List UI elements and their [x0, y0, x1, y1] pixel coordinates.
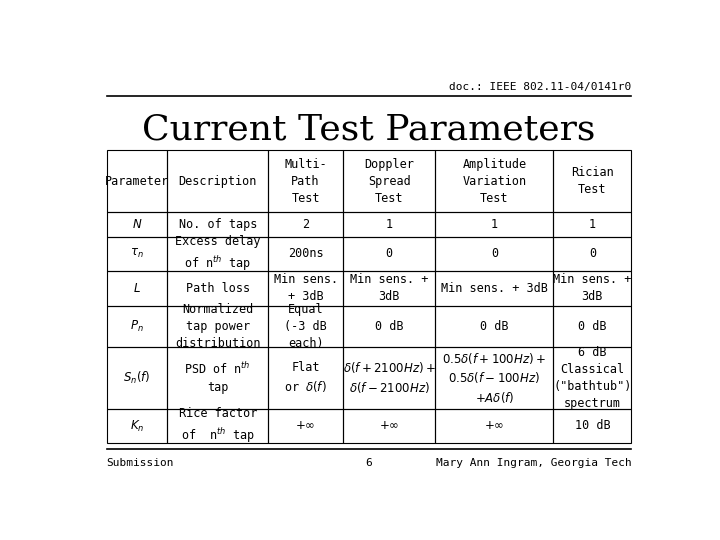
Bar	[554, 150, 631, 212]
Bar	[343, 409, 436, 443]
Bar	[268, 347, 343, 409]
Text: Multi-
Path
Test: Multi- Path Test	[284, 158, 327, 205]
Text: $L$: $L$	[133, 282, 141, 295]
Text: $\tau_n$: $\tau_n$	[130, 247, 144, 260]
Bar	[167, 212, 268, 237]
Text: Rician
Test: Rician Test	[571, 166, 613, 196]
Bar	[107, 237, 167, 271]
Bar	[268, 150, 343, 212]
Bar	[554, 271, 631, 306]
Text: 1: 1	[386, 218, 392, 231]
Text: 0: 0	[386, 247, 392, 260]
Text: 0 dB: 0 dB	[480, 320, 508, 333]
Bar	[167, 237, 268, 271]
Bar	[107, 150, 167, 212]
Text: $0.5\delta(f +100Hz) +$
$0.5\delta(f -100Hz)$
$+A\delta(f)$: $0.5\delta(f +100Hz) +$ $0.5\delta(f -10…	[442, 350, 546, 405]
Text: Min sens. +
3dB: Min sens. + 3dB	[350, 273, 428, 303]
Bar	[167, 150, 268, 212]
Bar	[343, 150, 436, 212]
Text: Description: Description	[179, 174, 257, 187]
Bar	[268, 271, 343, 306]
Text: $+\infty$: $+\infty$	[484, 420, 505, 433]
Bar	[107, 271, 167, 306]
Bar	[436, 347, 554, 409]
Text: Mary Ann Ingram, Georgia Tech: Mary Ann Ingram, Georgia Tech	[436, 458, 631, 468]
Bar	[436, 150, 554, 212]
Bar	[107, 409, 167, 443]
Text: Path loss: Path loss	[186, 282, 250, 295]
Text: Doppler
Spread
Test: Doppler Spread Test	[364, 158, 414, 205]
Text: $\delta(f +2100Hz) +$
$\delta(f -2100Hz)$: $\delta(f +2100Hz) +$ $\delta(f -2100Hz)…	[343, 360, 436, 395]
Bar	[343, 237, 436, 271]
Bar	[343, 212, 436, 237]
Text: Flat
or $\delta(f)$: Flat or $\delta(f)$	[284, 361, 327, 394]
Text: 1: 1	[491, 218, 498, 231]
Text: $+\infty$: $+\infty$	[379, 420, 400, 433]
Bar	[343, 306, 436, 347]
Text: No. of taps: No. of taps	[179, 218, 257, 231]
Bar	[343, 271, 436, 306]
Text: $S_n(f)$: $S_n(f)$	[123, 370, 150, 386]
Bar	[436, 271, 554, 306]
Bar	[107, 306, 167, 347]
Bar	[268, 409, 343, 443]
Bar	[167, 271, 268, 306]
Text: 2: 2	[302, 218, 309, 231]
Bar	[554, 212, 631, 237]
Text: Excess delay
of n$^{th}$ tap: Excess delay of n$^{th}$ tap	[175, 235, 261, 273]
Bar	[167, 347, 268, 409]
Text: 1: 1	[589, 218, 596, 231]
Text: $P_n$: $P_n$	[130, 319, 144, 334]
Bar	[107, 347, 167, 409]
Bar	[436, 212, 554, 237]
Text: $K_n$: $K_n$	[130, 418, 144, 434]
Bar	[268, 212, 343, 237]
Bar	[436, 306, 554, 347]
Text: 10 dB: 10 dB	[575, 420, 610, 433]
Bar	[107, 212, 167, 237]
Text: Amplitude
Variation
Test: Amplitude Variation Test	[462, 158, 526, 205]
Text: Normalized
tap power
distribution: Normalized tap power distribution	[175, 303, 261, 350]
Bar	[167, 306, 268, 347]
Text: 0 dB: 0 dB	[375, 320, 403, 333]
Text: Submission: Submission	[107, 458, 174, 468]
Text: Min sens. + 3dB: Min sens. + 3dB	[441, 282, 548, 295]
Text: Min sens. +
3dB: Min sens. + 3dB	[553, 273, 631, 303]
Bar	[554, 237, 631, 271]
Text: Rice factor
of  n$^{th}$ tap: Rice factor of n$^{th}$ tap	[179, 407, 257, 445]
Text: 6: 6	[366, 458, 372, 468]
Text: Equal
(-3 dB
each): Equal (-3 dB each)	[284, 303, 327, 350]
Bar	[167, 409, 268, 443]
Text: doc.: IEEE 802.11-04/0141r0: doc.: IEEE 802.11-04/0141r0	[449, 82, 631, 92]
Text: $N$: $N$	[132, 218, 143, 231]
Text: 0: 0	[491, 247, 498, 260]
Text: 0: 0	[589, 247, 596, 260]
Text: $+\infty$: $+\infty$	[295, 420, 316, 433]
Bar	[268, 237, 343, 271]
Text: Parameter: Parameter	[105, 174, 169, 187]
Bar	[343, 347, 436, 409]
Bar	[436, 409, 554, 443]
Text: PSD of n$^{th}$
tap: PSD of n$^{th}$ tap	[184, 361, 251, 394]
Text: 6 dB
Classical
("bathtub")
spectrum: 6 dB Classical ("bathtub") spectrum	[553, 346, 631, 410]
Text: Current Test Parameters: Current Test Parameters	[143, 113, 595, 147]
Text: 200ns: 200ns	[288, 247, 323, 260]
Text: Min sens.
+ 3dB: Min sens. + 3dB	[274, 273, 338, 303]
Bar	[268, 306, 343, 347]
Bar	[436, 237, 554, 271]
Bar	[554, 409, 631, 443]
Bar	[554, 347, 631, 409]
Text: 0 dB: 0 dB	[578, 320, 607, 333]
Bar	[554, 306, 631, 347]
